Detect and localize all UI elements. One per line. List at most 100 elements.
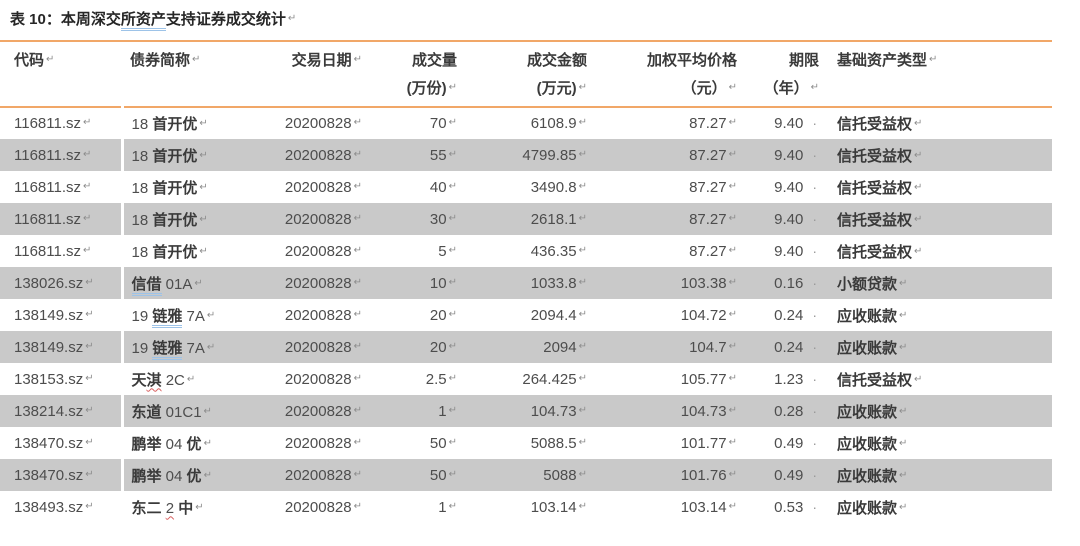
table-row: 116811.sz ↵ 18 首开优 ↵ 20200828 ↵ 30 ↵ 2618.1 ↵ 87.2…	[0, 203, 1052, 235]
paragraph-mark: ↵	[914, 373, 923, 385]
paragraph-mark: ↵	[85, 276, 94, 288]
paragraph-mark: ↵	[448, 500, 457, 512]
space-mark: ·	[812, 402, 817, 419]
paragraph-mark: ↵	[448, 308, 457, 320]
space-mark: ·	[812, 498, 817, 515]
cjk-text: 信托受益权	[837, 116, 913, 133]
cjk-text: 万元	[541, 80, 572, 97]
paragraph-mark: ↵	[85, 372, 94, 384]
cjk-text: 交易日期	[291, 52, 352, 69]
paragraph-mark: ↵	[353, 404, 362, 416]
paragraph-mark: ↵	[194, 277, 203, 289]
cell-asset: 应收账款 ↵	[821, 491, 1052, 523]
cjk-text: 中	[178, 499, 194, 517]
cell-date: 20200828 ↵	[284, 466, 362, 484]
cell-name: 信借 01A ↵	[120, 267, 268, 299]
cjk-text: 链雅	[152, 339, 183, 357]
paragraph-mark: ↵	[83, 117, 92, 128]
cell-term: 9.40 ·	[774, 178, 817, 196]
paragraph-mark: ↵	[353, 244, 362, 256]
cell-code: 138470.sz ↵	[14, 434, 94, 452]
cell-asset: 应收账款 ↵	[821, 395, 1052, 427]
paragraph-mark: ↵	[728, 148, 737, 160]
paragraph-mark: ↵	[914, 245, 923, 257]
paragraph-mark: ↵	[578, 340, 587, 352]
spellcheck-marked-text: 2	[165, 499, 175, 517]
cell-code: 138493.sz ↵	[14, 498, 94, 516]
cjk-text: 信托受益权	[837, 147, 913, 165]
cell-code: 138470.sz ↵	[14, 466, 94, 484]
paragraph-mark: ↵	[83, 244, 92, 256]
cell-asset: 信托受益权 ↵	[821, 139, 1052, 171]
cell-price: 104.7 ↵	[689, 338, 737, 356]
paragraph-mark: ↵	[448, 468, 457, 480]
cjk-text: 首开优	[152, 211, 198, 229]
cjk-text: 应收账款	[837, 339, 898, 357]
cell-amount: 2618.1 ↵	[530, 210, 587, 228]
space-mark: ·	[812, 466, 817, 483]
paragraph-mark: ↵	[353, 372, 362, 384]
paragraph-mark: ↵	[353, 148, 362, 160]
cell-asset: 应收账款 ↵	[821, 331, 1052, 363]
paragraph-mark: ↵	[899, 469, 908, 481]
paragraph-mark: ↵	[578, 180, 587, 192]
paragraph-mark: ↵	[192, 54, 201, 65]
cell-term: 9.40 ·	[774, 115, 817, 132]
cell-date: 20200828 ↵	[284, 402, 362, 420]
cell-asset: 应收账款 ↵	[821, 459, 1052, 491]
cell-code: 138026.sz ↵	[14, 274, 94, 292]
title-text-post: 支持证券成交统计	[165, 11, 286, 28]
paragraph-mark: ↵	[83, 212, 92, 224]
paragraph-mark: ↵	[353, 468, 362, 480]
cell-price: 104.73 ↵	[680, 402, 737, 420]
paragraph-mark: ↵	[448, 436, 457, 448]
cell-volume: 55 ↵	[429, 146, 457, 164]
cell-volume: 70 ↵	[429, 115, 457, 132]
cjk-text: 首开优	[152, 147, 198, 165]
paragraph-mark: ↵	[448, 82, 457, 93]
header-line1: 成交金额	[464, 47, 587, 75]
cell-amount: 2094.4 ↵	[530, 306, 587, 324]
cell-amount: 104.73 ↵	[530, 402, 587, 420]
column-header-term: 期限 （年） ↵	[741, 41, 821, 107]
paragraph-mark: ↵	[899, 277, 908, 289]
cell-code: 138149.sz ↵	[14, 338, 94, 356]
cell-amount: 1033.8 ↵	[530, 274, 587, 292]
cell-amount: 436.35 ↵	[530, 242, 587, 260]
paragraph-mark: ↵	[83, 180, 92, 192]
space-mark: ·	[812, 434, 817, 451]
cjk-text: 应收账款	[837, 435, 898, 453]
column-header-asset: 基础资产类型 ↵	[821, 41, 1052, 107]
cell-name: 18 首开优 ↵	[120, 171, 268, 203]
paragraph-mark: ↵	[578, 244, 587, 256]
cjk-text: 万份	[411, 80, 442, 97]
cell-name: 19 链雅 7A ↵	[120, 299, 268, 331]
cell-amount: 264.425 ↵	[522, 370, 587, 388]
cell-term: 0.53 ·	[774, 498, 817, 516]
cell-asset: 信托受益权 ↵	[821, 203, 1052, 235]
paragraph-mark: ↵	[578, 82, 587, 93]
cjk-text: （年）	[763, 80, 809, 97]
paragraph-mark: ↵	[448, 212, 457, 224]
cell-term: 9.40 ·	[774, 210, 817, 228]
cell-asset: 应收账款 ↵	[821, 427, 1052, 459]
header-line1: 交易日期 ↵	[269, 47, 362, 77]
paragraph-mark: ↵	[353, 117, 362, 128]
cell-code: 116811.sz ↵	[14, 115, 92, 132]
cjk-text: 成交金额	[526, 52, 587, 69]
cjk-text: 应收账款	[837, 307, 898, 325]
paragraph-mark: ↵	[810, 82, 819, 93]
cell-date: 20200828 ↵	[284, 242, 362, 260]
cjk-text: 东二	[131, 499, 162, 517]
cell-volume: 1 ↵	[438, 402, 457, 420]
paragraph-mark: ↵	[203, 405, 212, 417]
paragraph-mark: ↵	[728, 276, 737, 288]
cell-date: 20200828 ↵	[284, 178, 362, 196]
cjk-text: 代码	[14, 52, 45, 69]
paragraph-mark: ↵	[195, 501, 204, 513]
paragraph-mark: ↵	[353, 340, 362, 352]
space-mark: ·	[812, 178, 817, 195]
cell-price: 101.76 ↵	[680, 466, 737, 484]
paragraph-mark: ↵	[448, 372, 457, 384]
paragraph-mark: ↵	[448, 148, 457, 160]
